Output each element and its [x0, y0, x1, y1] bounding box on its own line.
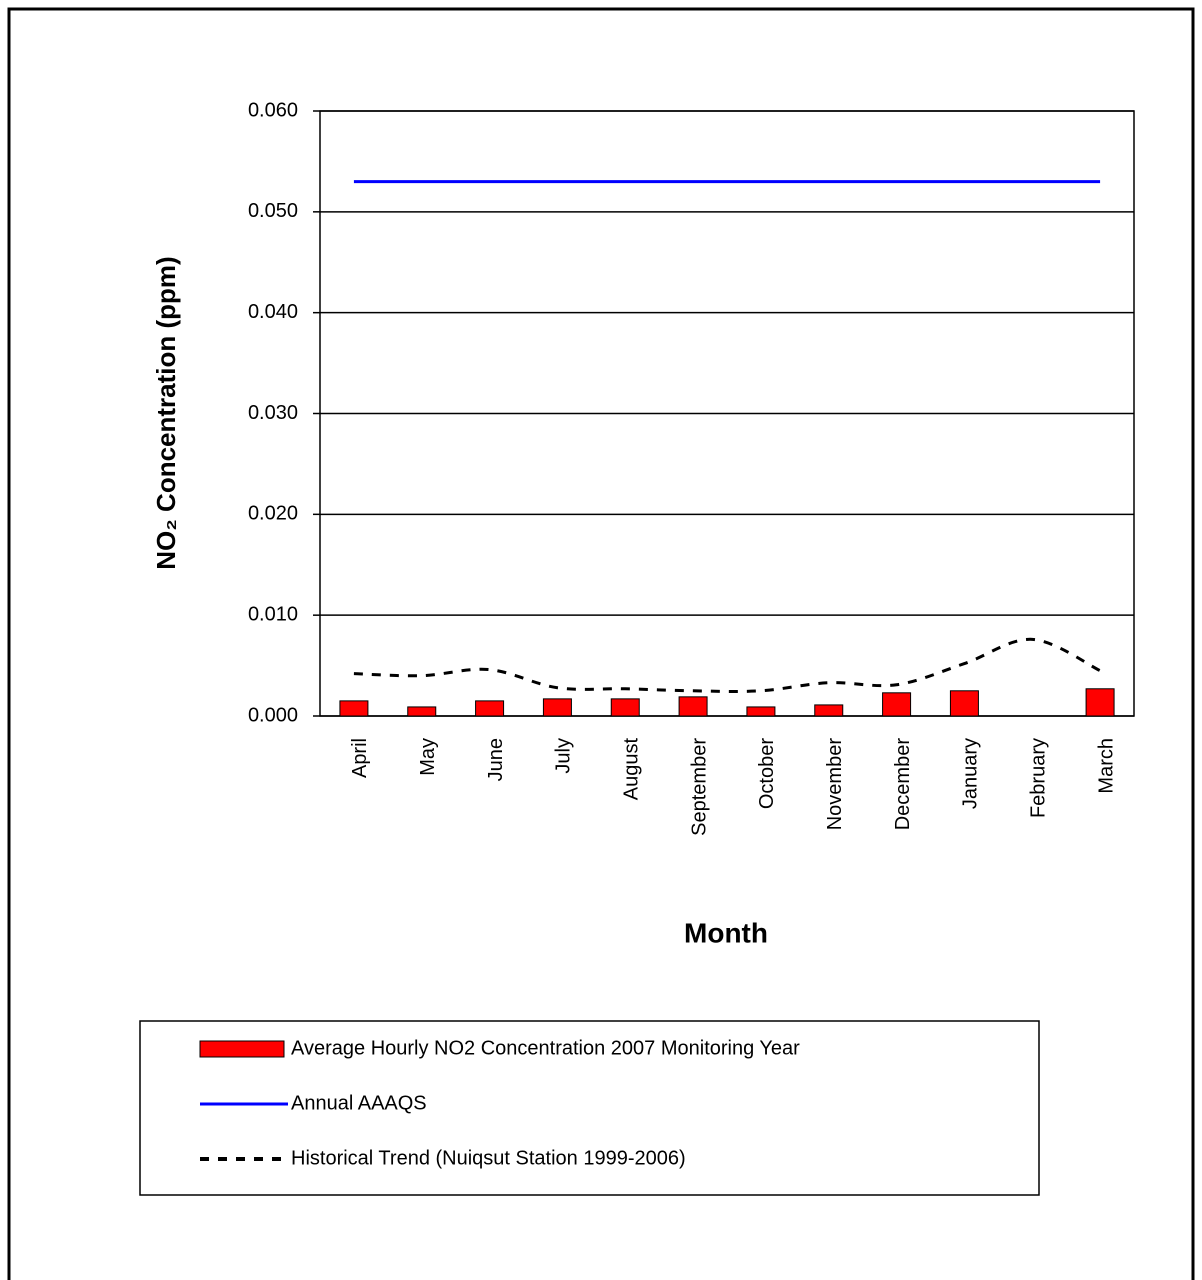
x-tick-label: June	[485, 738, 507, 781]
y-tick-label: 0.040	[248, 301, 298, 323]
y-tick-label: 0.060	[248, 99, 298, 121]
x-axis-title: Month	[684, 917, 768, 948]
dashed-line	[353, 637, 1101, 693]
plot-border	[319, 110, 1135, 717]
y-tick-label: 0.030	[248, 402, 298, 424]
legend-swatch	[199, 1040, 285, 1058]
bar	[1085, 688, 1115, 717]
legend-label: Annual AAAQS	[291, 1092, 427, 1114]
bar	[882, 692, 912, 717]
bar	[339, 700, 369, 717]
y-axis-title: NO₂ Concentration (ppm)	[151, 256, 181, 569]
x-tick-label: April	[349, 738, 371, 778]
bar	[475, 700, 505, 717]
x-tick-label: November	[824, 738, 846, 831]
bar	[814, 704, 844, 717]
x-tick-label: March	[1095, 738, 1117, 794]
legend-label: Historical Trend (Nuiqsut Station 1999-2…	[291, 1147, 686, 1169]
bar	[407, 706, 437, 717]
x-tick-label: October	[756, 738, 778, 809]
legend-box	[139, 1020, 1040, 1196]
legend-label: Average Hourly NO2 Concentration 2007 Mo…	[291, 1037, 800, 1059]
x-tick-label: January	[960, 738, 982, 809]
bar	[678, 696, 708, 717]
x-tick-label: August	[621, 738, 643, 801]
bar	[542, 698, 572, 717]
y-tick-label: 0.010	[248, 603, 298, 625]
y-tick-label: 0.050	[248, 200, 298, 222]
bar	[746, 706, 776, 717]
bar	[949, 690, 979, 717]
x-tick-label: December	[892, 738, 914, 831]
x-tick-label: September	[688, 738, 710, 836]
y-tick-label: 0.020	[248, 503, 298, 525]
bar	[610, 698, 640, 717]
x-tick-label: July	[553, 738, 575, 774]
x-tick-label: May	[417, 738, 439, 776]
x-tick-label: February	[1028, 738, 1050, 818]
y-tick-label: 0.000	[248, 704, 298, 726]
